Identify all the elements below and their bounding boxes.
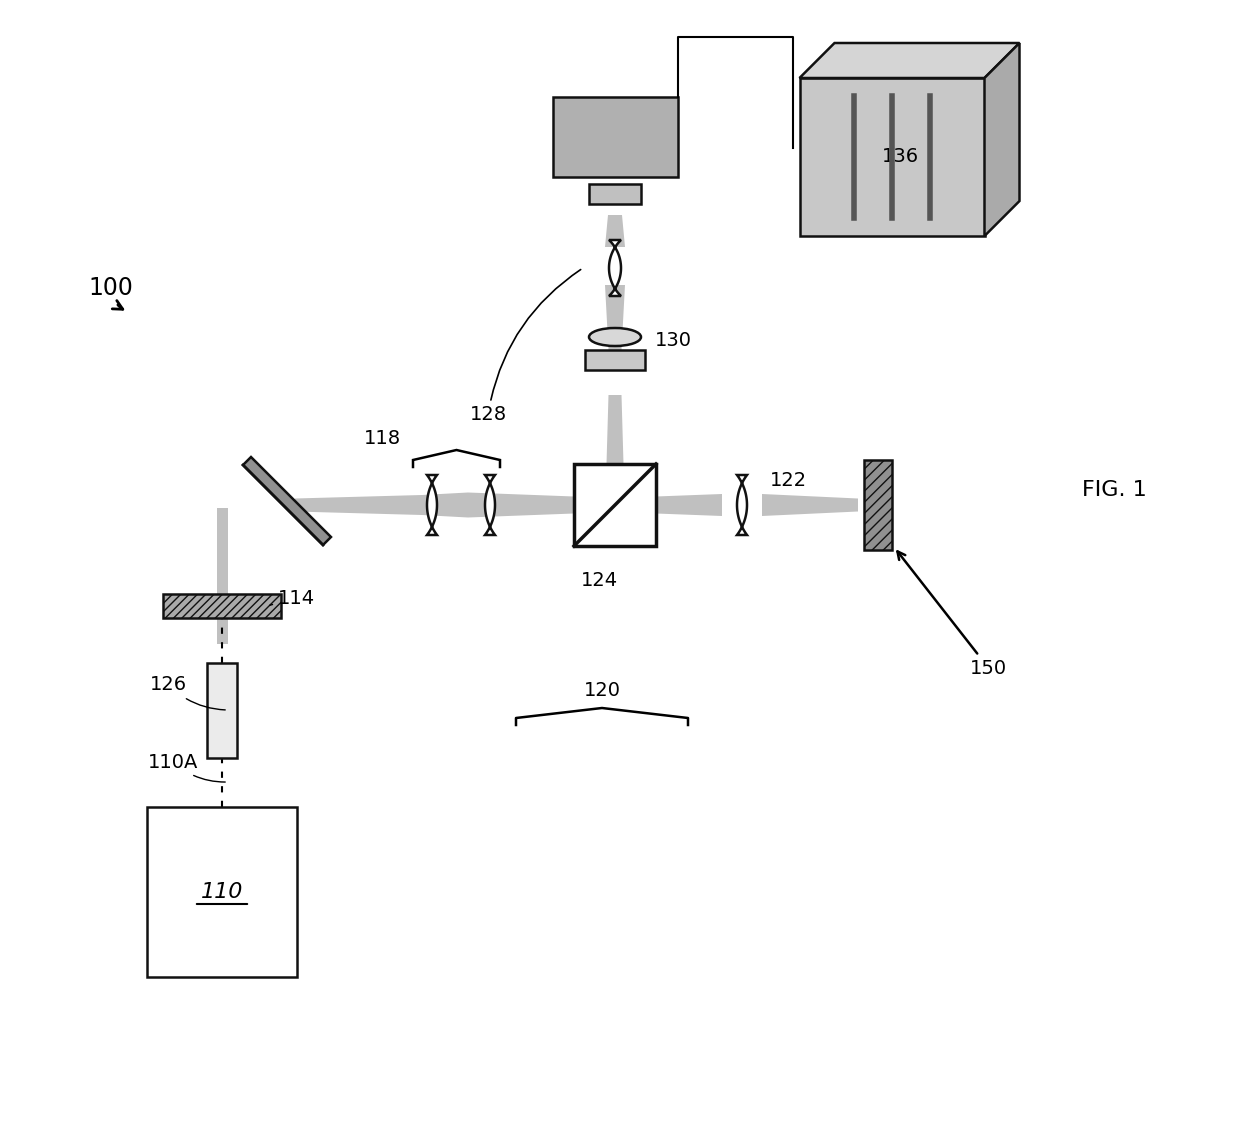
Ellipse shape [589, 328, 641, 346]
Bar [207, 662, 237, 757]
Text: 132: 132 [591, 135, 629, 153]
Bar [589, 184, 641, 204]
Text: 118: 118 [363, 428, 401, 448]
Bar [800, 78, 985, 236]
Polygon shape [217, 508, 227, 644]
Text: 136: 136 [882, 147, 919, 167]
Polygon shape [985, 43, 1019, 236]
Polygon shape [605, 215, 625, 247]
Polygon shape [485, 475, 495, 534]
Text: 128: 128 [470, 270, 580, 425]
Bar [553, 97, 677, 177]
Text: 122: 122 [770, 471, 807, 490]
Text: 110A: 110A [148, 753, 226, 782]
Bar [574, 464, 656, 546]
Polygon shape [422, 492, 467, 517]
Text: 120: 120 [584, 681, 620, 700]
Polygon shape [656, 494, 722, 516]
Polygon shape [467, 492, 574, 517]
Polygon shape [609, 240, 621, 296]
Bar [864, 460, 892, 550]
Polygon shape [800, 43, 1019, 78]
Text: 126: 126 [150, 676, 226, 710]
Bar [148, 807, 298, 978]
Bar [162, 594, 281, 618]
Text: 150: 150 [898, 552, 1007, 677]
Polygon shape [427, 475, 436, 534]
Text: FIG. 1: FIG. 1 [1083, 480, 1147, 500]
Bar [585, 349, 645, 370]
Polygon shape [606, 395, 624, 464]
Text: 130: 130 [655, 330, 692, 349]
Polygon shape [605, 286, 625, 349]
Text: 114: 114 [269, 588, 315, 608]
Text: 100: 100 [88, 276, 133, 309]
Polygon shape [295, 494, 422, 515]
Text: 124: 124 [580, 571, 618, 589]
Polygon shape [737, 475, 746, 534]
Polygon shape [243, 457, 331, 545]
Polygon shape [763, 494, 858, 516]
Text: 110: 110 [201, 882, 243, 902]
